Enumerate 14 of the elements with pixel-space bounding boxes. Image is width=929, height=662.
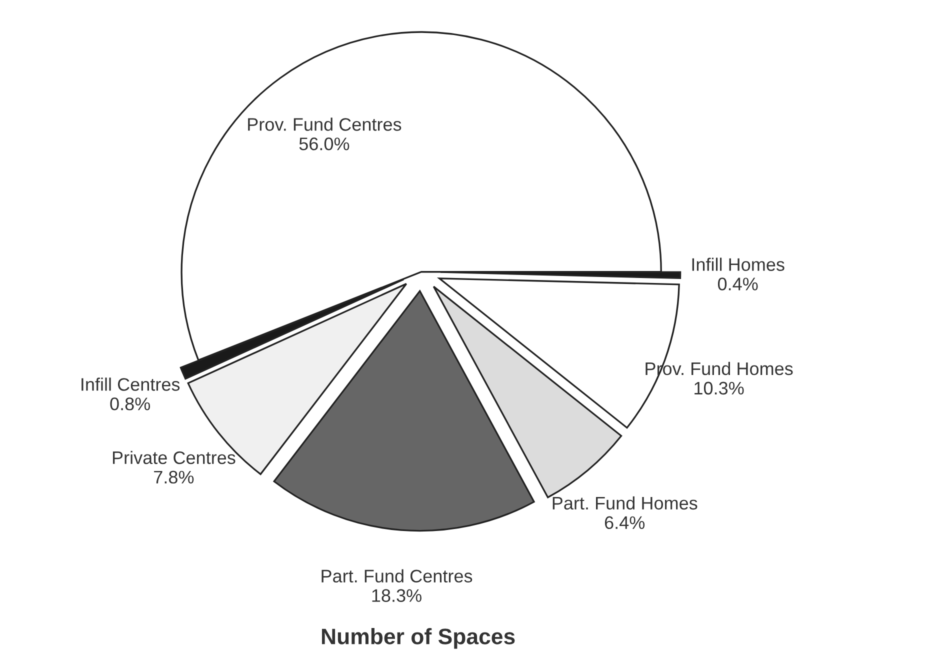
data-label: 0.4% bbox=[718, 278, 758, 290]
data-label: 56.0% bbox=[299, 138, 350, 150]
data-label: 10.3% bbox=[694, 382, 744, 395]
slice-label: Private Centres bbox=[112, 450, 236, 464]
slice-label: Infill Centres bbox=[82, 378, 180, 391]
slice-label: Part. Fund Centres bbox=[322, 569, 472, 583]
slice-label: Part. Fund Homes bbox=[552, 496, 698, 510]
text: Number of Spaces bbox=[322, 628, 515, 649]
data-label: 6.4% bbox=[604, 516, 645, 530]
data-label: 18.3% bbox=[372, 589, 422, 602]
slice-label: Prov. Fund Centres bbox=[248, 118, 402, 131]
slice-label: Infill Homes bbox=[692, 258, 784, 271]
data-label: 7.8% bbox=[154, 470, 194, 484]
data-label: 0.8% bbox=[110, 398, 150, 410]
